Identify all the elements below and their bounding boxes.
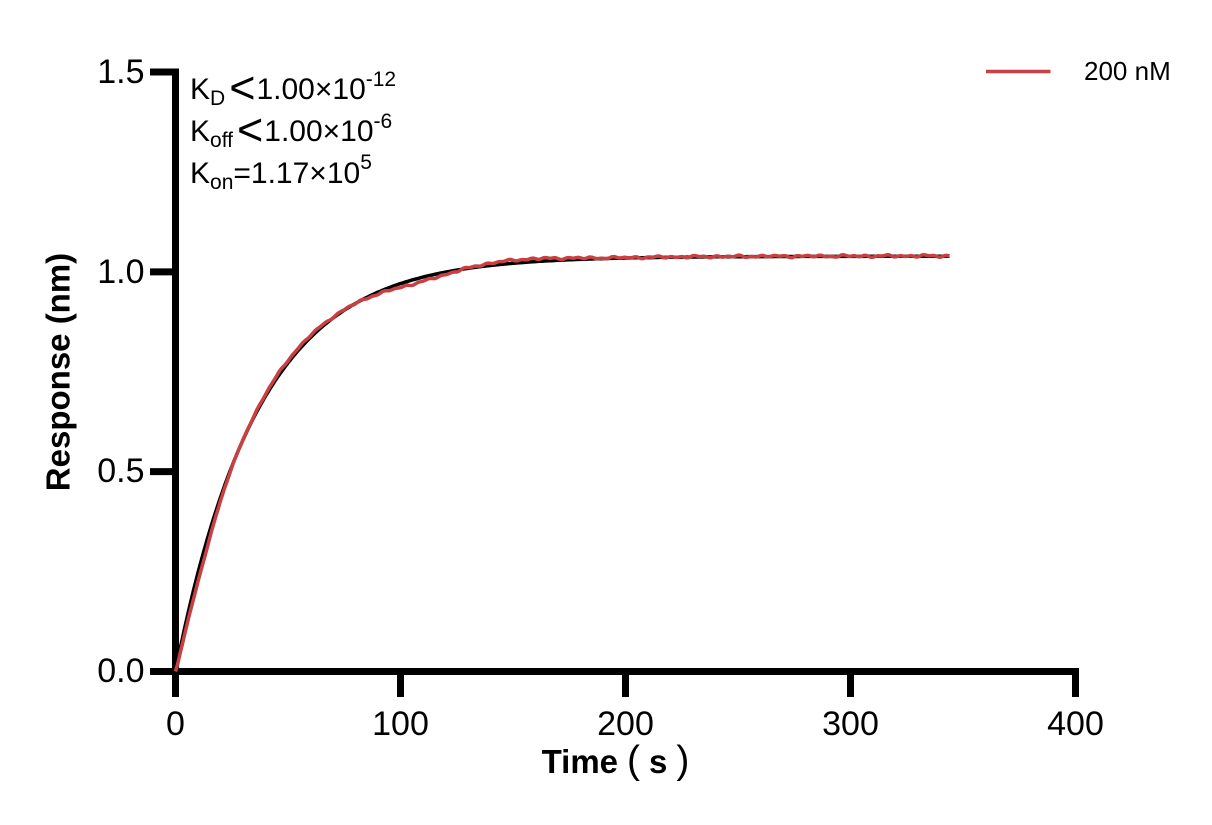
x-tick-label-200: 200 bbox=[597, 704, 654, 743]
kd-exponent: -12 bbox=[365, 67, 397, 91]
koff-subscript: off bbox=[210, 129, 233, 153]
annotation-kon: Kon=1.17×105 bbox=[190, 151, 372, 194]
annotation-koff: Koff<1.00×10-6 bbox=[190, 103, 393, 155]
x-tick-label-300: 300 bbox=[822, 704, 879, 743]
y-tick-label-0.5: 0.5 bbox=[97, 452, 145, 491]
x-axis-title-close-paren: ) bbox=[676, 739, 690, 782]
koff-exponent: -6 bbox=[373, 109, 393, 133]
x-tick-label-100: 100 bbox=[372, 704, 429, 743]
axes-frame bbox=[150, 68, 1079, 697]
kd-relation: < bbox=[229, 61, 256, 113]
annotation-kd: KD<1.00×10-12 bbox=[190, 61, 397, 113]
kinetics-annotations: KD<1.00×10-12 Koff<1.00×10-6 Kon=1.17×10… bbox=[190, 61, 397, 194]
y-tick-label-1.5: 1.5 bbox=[97, 52, 145, 91]
x-axis-title-word: Time bbox=[541, 743, 619, 780]
kon-exponent: 5 bbox=[360, 151, 372, 175]
fit-curve-line bbox=[173, 254, 950, 672]
kon-relation: = bbox=[233, 156, 251, 190]
x-tick-label-0: 0 bbox=[166, 704, 185, 743]
y-axis-title: Response (nm) bbox=[39, 252, 77, 491]
kd-subscript: D bbox=[210, 87, 226, 111]
x-axis-title-unit: s bbox=[649, 743, 668, 780]
koff-relation: < bbox=[236, 103, 264, 155]
y-tick-label-1.0: 1.0 bbox=[97, 252, 145, 291]
kon-subscript: on bbox=[210, 170, 234, 194]
x-tick-label-400: 400 bbox=[1047, 704, 1104, 743]
y-tick-label-0.0: 0.0 bbox=[97, 652, 145, 691]
legend-label: 200 nM bbox=[1084, 56, 1171, 86]
x-axis-title: Time(s) bbox=[541, 741, 699, 780]
sample-curve-line-200nM bbox=[173, 253, 950, 672]
x-axis-title-open-paren: ( bbox=[627, 739, 641, 782]
